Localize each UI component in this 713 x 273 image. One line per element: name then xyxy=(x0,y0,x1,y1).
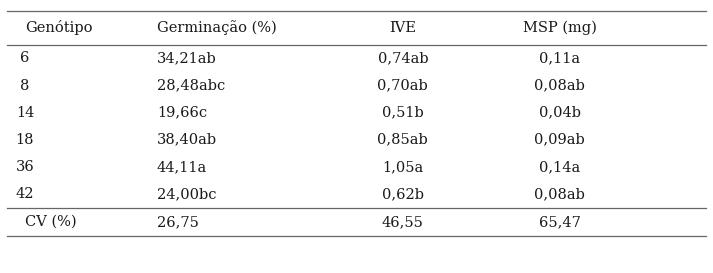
Text: 18: 18 xyxy=(16,133,34,147)
Text: 6: 6 xyxy=(20,51,30,66)
Text: 0,04b: 0,04b xyxy=(539,106,580,120)
Text: 26,75: 26,75 xyxy=(157,215,199,229)
Text: 0,85ab: 0,85ab xyxy=(377,133,429,147)
Text: 0,62b: 0,62b xyxy=(382,187,424,201)
Text: 24,00bc: 24,00bc xyxy=(157,187,216,201)
Text: 19,66c: 19,66c xyxy=(157,106,207,120)
Text: 14: 14 xyxy=(16,106,34,120)
Text: CV (%): CV (%) xyxy=(25,215,76,229)
Text: 36: 36 xyxy=(16,160,34,174)
Text: 0,74ab: 0,74ab xyxy=(377,51,429,66)
Text: 0,51b: 0,51b xyxy=(382,106,424,120)
Text: 0,11a: 0,11a xyxy=(539,51,580,66)
Text: Genótipo: Genótipo xyxy=(25,20,93,35)
Text: 46,55: 46,55 xyxy=(382,215,424,229)
Text: 0,09ab: 0,09ab xyxy=(534,133,585,147)
Text: 8: 8 xyxy=(20,79,30,93)
Text: 0,08ab: 0,08ab xyxy=(534,187,585,201)
Text: 0,14a: 0,14a xyxy=(539,160,580,174)
Text: 28,48abc: 28,48abc xyxy=(157,79,225,93)
Text: 65,47: 65,47 xyxy=(539,215,580,229)
Text: Germinação (%): Germinação (%) xyxy=(157,20,277,35)
Text: 34,21ab: 34,21ab xyxy=(157,51,217,66)
Text: IVE: IVE xyxy=(389,21,416,35)
Text: 38,40ab: 38,40ab xyxy=(157,133,217,147)
Text: 1,05a: 1,05a xyxy=(382,160,424,174)
Text: 42: 42 xyxy=(16,187,34,201)
Text: 0,70ab: 0,70ab xyxy=(377,79,429,93)
Text: 0,08ab: 0,08ab xyxy=(534,79,585,93)
Text: 44,11a: 44,11a xyxy=(157,160,207,174)
Text: MSP (mg): MSP (mg) xyxy=(523,21,597,35)
